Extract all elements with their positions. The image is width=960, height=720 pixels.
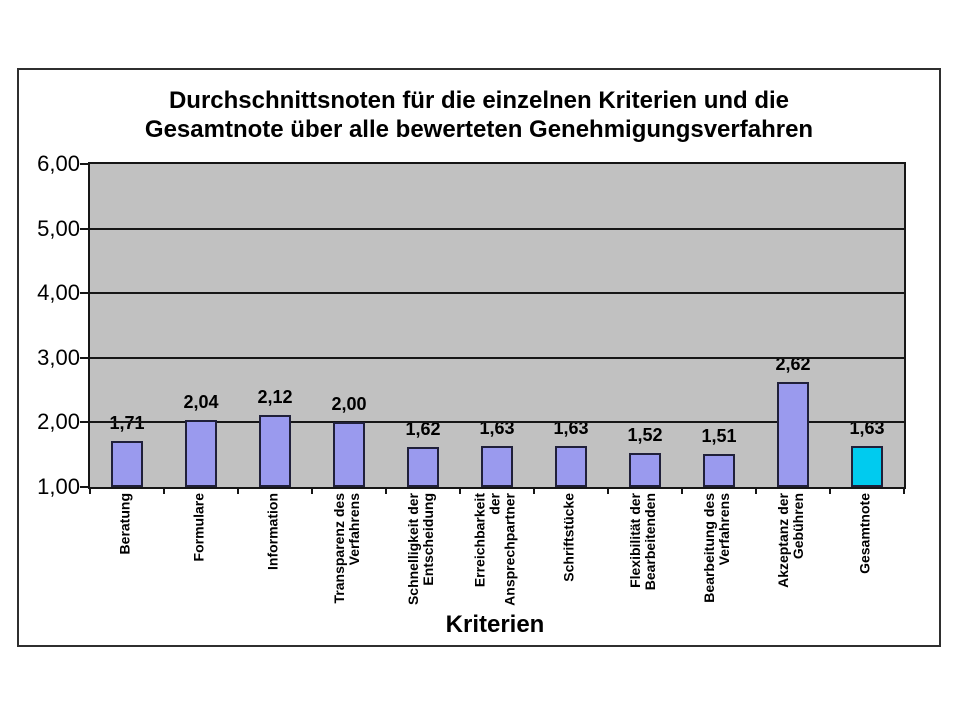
bar [111, 441, 143, 487]
gridline [90, 227, 904, 230]
bar-value-label: 1,51 [701, 426, 737, 447]
bar [777, 382, 809, 487]
x-category-cell: Formulare [162, 491, 236, 626]
x-category-cell: Beratung [88, 491, 162, 626]
plot-area: 6,00 5,00 4,00 3,00 2,00 1,00 1,71 2,04 2,12 2,00… [37, 152, 906, 499]
x-axis-tick [311, 487, 313, 494]
bar [629, 453, 661, 487]
y-axis-tick [80, 227, 90, 230]
x-axis-tick [237, 487, 239, 494]
gridline [90, 356, 904, 359]
y-axis-tick [80, 421, 90, 424]
bar-value-label: 2,62 [775, 354, 811, 375]
x-category-cell: Bearbeitung des Verfahrens [680, 491, 754, 626]
bar-group: 1,63 [534, 164, 608, 487]
bar [185, 419, 217, 487]
x-category-cell: Flexibilität der Bearbeitenden [606, 491, 680, 626]
x-category-label: Flexibilität der Bearbeitenden [627, 493, 658, 591]
x-category-cell: Transparenz des Verfahrens [310, 491, 384, 626]
bar-value-label: 1,52 [627, 425, 663, 446]
x-category-label: Schriftstücke [560, 493, 577, 582]
bar [407, 446, 439, 487]
x-axis-tick [681, 487, 683, 494]
x-category-label: Formulare [190, 493, 207, 562]
x-axis-tick [459, 487, 461, 494]
bar-group: 2,62 [756, 164, 830, 487]
bar-value-label: 2,00 [331, 394, 367, 415]
x-category-label: Transparenz des Verfahrens [331, 493, 362, 604]
bar-group: 1,63 [460, 164, 534, 487]
bar-group: 1,62 [386, 164, 460, 487]
bar-value-label: 2,12 [257, 386, 293, 407]
bar-group: 2,12 [238, 164, 312, 487]
x-axis-tick [385, 487, 387, 494]
x-category-label: Akzeptanz der Gebühren [775, 493, 806, 588]
bar-group: 2,00 [312, 164, 386, 487]
x-axis-labels: Beratung Formulare Information Transparenz … [88, 491, 902, 626]
x-category-cell: Information [236, 491, 310, 626]
chart-title: Durchschnittsnoten für die einzelnen Kri… [144, 87, 814, 143]
y-axis-tick [80, 486, 90, 488]
x-axis-tick [89, 487, 91, 494]
y-axis-tick-label: 4,00 [37, 280, 80, 306]
y-axis-tick-label: 5,00 [37, 215, 80, 241]
x-axis-tick [533, 487, 535, 494]
chart-inner: Durchschnittsnoten für die einzelnen Kri… [19, 70, 939, 645]
x-category-label: Schnelligkeit der Entscheidung [405, 493, 436, 606]
y-axis-tick-label: 2,00 [37, 409, 80, 435]
bar-group: 1,63 [830, 164, 904, 487]
total-bar [851, 446, 883, 487]
x-category-label: Erreichbarkeit der Ansprechpartner [471, 493, 518, 606]
x-category-cell: Schriftstücke [532, 491, 606, 626]
bar [555, 446, 587, 487]
bar-value-label: 1,62 [405, 418, 441, 439]
y-axis-tick-label: 3,00 [37, 344, 80, 370]
bar-group: 1,52 [608, 164, 682, 487]
x-axis-tick [607, 487, 609, 494]
bar-value-label: 2,04 [183, 391, 219, 412]
x-axis-title: Kriterien [445, 611, 545, 638]
bar-group: 2,04 [164, 164, 238, 487]
gridline [90, 292, 904, 295]
y-axis-tick [80, 163, 90, 165]
y-axis-tick [80, 356, 90, 359]
bar-group: 1,51 [682, 164, 756, 487]
x-category-cell: Erreichbarkeit der Ansprechpartner [458, 491, 532, 626]
x-axis-tick [829, 487, 831, 494]
y-axis-tick [80, 292, 90, 295]
x-category-cell: Akzeptanz der Gebühren [754, 491, 828, 626]
x-axis-tick [903, 487, 905, 494]
x-category-cell: Schnelligkeit der Entscheidung [384, 491, 458, 626]
chart-container: Durchschnittsnoten für die einzelnen Kri… [17, 68, 941, 647]
bar [481, 446, 513, 487]
x-axis-tick [755, 487, 757, 494]
y-axis-tick-label: 6,00 [37, 151, 80, 176]
bar [333, 422, 365, 487]
x-category-cell: Gesamtnote [828, 491, 902, 626]
bar-group: 1,71 [90, 164, 164, 487]
bar [703, 454, 735, 487]
bar [259, 414, 291, 487]
x-category-label: Gesamtnote [856, 493, 873, 574]
x-category-label: Beratung [116, 493, 133, 555]
y-axis-tick-label: 1,00 [37, 474, 80, 499]
x-category-label: Bearbeitung des Verfahrens [701, 493, 732, 603]
gridline [90, 421, 904, 424]
x-axis-tick [163, 487, 165, 494]
x-category-label: Information [264, 493, 281, 570]
